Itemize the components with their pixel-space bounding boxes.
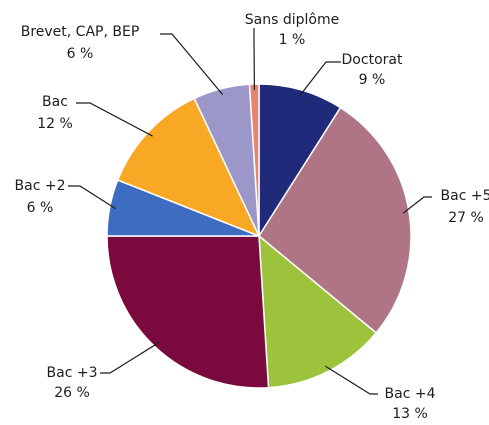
slice-label: Bac +2 xyxy=(15,178,66,194)
pie-slice xyxy=(258,106,412,334)
slice-label: Sans diplôme xyxy=(245,12,339,28)
pie-slice xyxy=(106,235,270,389)
value-label: 13 % xyxy=(392,406,428,422)
slice-label: Bac +5 xyxy=(441,188,489,204)
value-label: 12 % xyxy=(37,116,73,132)
pie-slice xyxy=(116,97,261,238)
leader-line xyxy=(160,33,224,95)
leader-line xyxy=(402,196,432,214)
slice-label: Doctorat xyxy=(342,52,403,68)
value-label: 9 % xyxy=(359,72,386,88)
pie-slice xyxy=(258,234,378,389)
slice-label: Bac xyxy=(42,94,68,110)
value-label: 27 % xyxy=(448,210,484,226)
value-label: 6 % xyxy=(27,200,54,216)
pie-slice xyxy=(258,83,342,239)
value-label: 26 % xyxy=(54,385,90,401)
slice-label: Brevet, CAP, BEP xyxy=(21,24,140,40)
leader-line xyxy=(68,185,116,210)
leader-line xyxy=(324,365,378,395)
slice-label: Bac +4 xyxy=(385,386,436,402)
leader-line xyxy=(100,341,160,374)
leader-line xyxy=(76,102,153,137)
slice-label: Bac +3 xyxy=(47,365,98,381)
value-label: 6 % xyxy=(67,46,94,62)
leader-line xyxy=(299,61,341,97)
value-label: 1 % xyxy=(279,32,306,48)
